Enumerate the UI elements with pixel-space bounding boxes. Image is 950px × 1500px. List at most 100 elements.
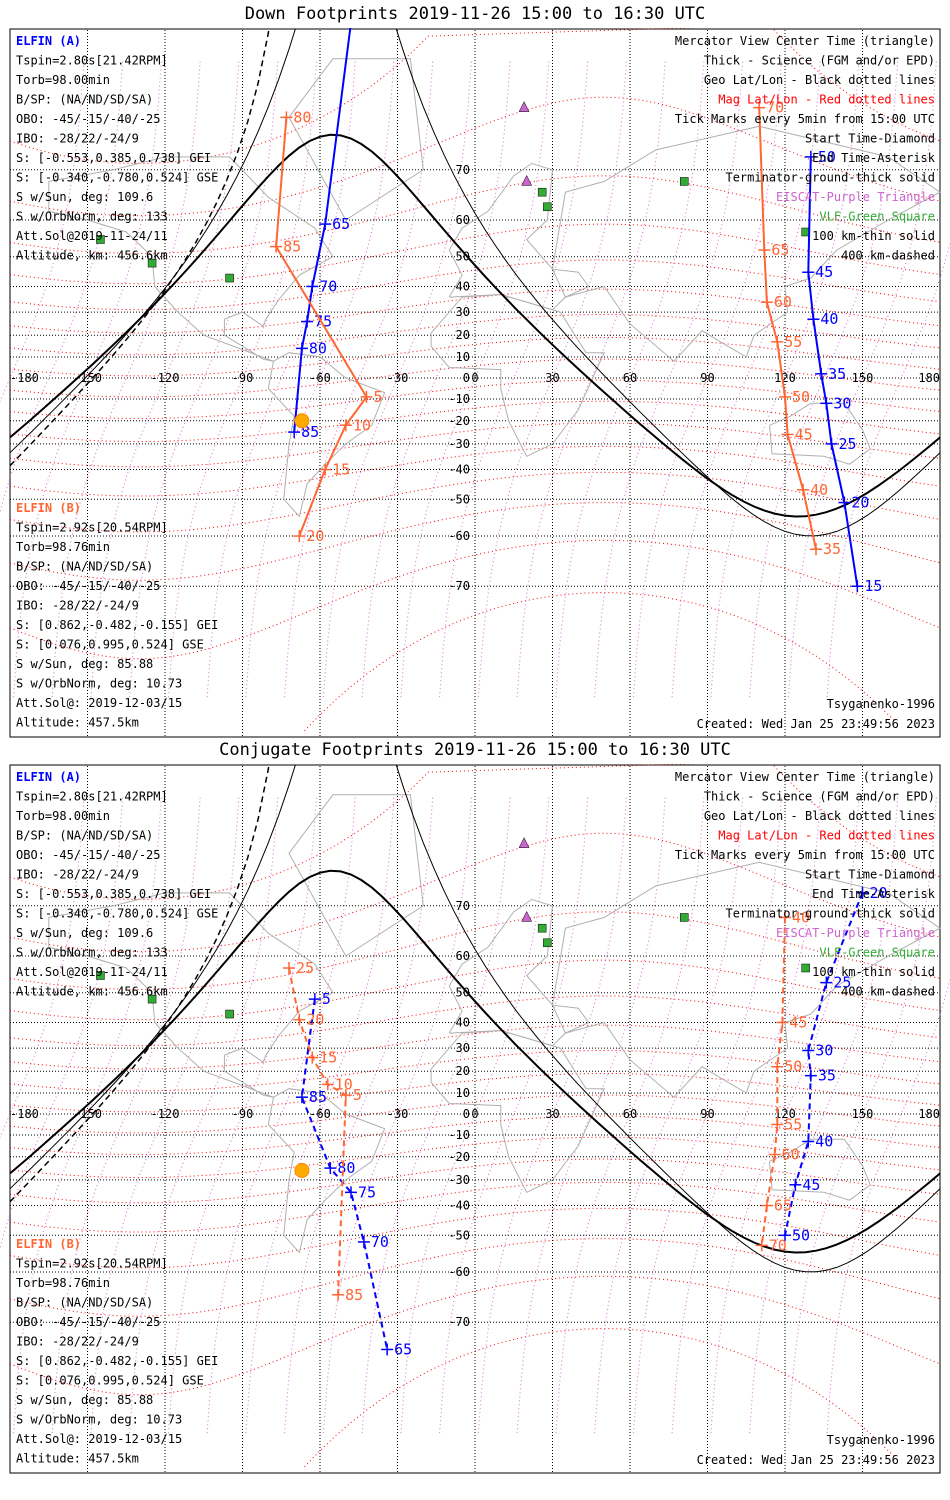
mag-lon-line bbox=[477, 794, 628, 1434]
coastline bbox=[267, 1088, 386, 1254]
legend-item: End Time-Asterisk bbox=[812, 151, 936, 165]
created-label: Created: Wed Jan 25 23:49:56 2023 bbox=[697, 717, 935, 731]
tick-label: 25 bbox=[839, 435, 857, 453]
lon-tick-label: 90 bbox=[700, 371, 714, 385]
lat-tick-label: 10 bbox=[456, 1086, 470, 1100]
lat-tick-label: -70 bbox=[448, 579, 470, 593]
lon-tick-label: 180 bbox=[918, 1107, 940, 1121]
legend-item: 400 km-dashed bbox=[841, 249, 935, 263]
tick-label: 50 bbox=[792, 1226, 810, 1244]
legend-item: Mercator View Center Time (triangle) bbox=[675, 770, 935, 784]
tick-label: 60 bbox=[782, 1146, 800, 1164]
elfin-a-info-line: OBO: -45/-15/-40/-25 bbox=[16, 112, 161, 126]
tick-label: 20 bbox=[870, 884, 888, 902]
mag-lon-line bbox=[632, 58, 783, 698]
mag-lon-line bbox=[439, 794, 589, 1434]
mag-lon-line bbox=[245, 794, 395, 1434]
sun-marker bbox=[294, 413, 310, 429]
mag-lon-line bbox=[632, 794, 783, 1434]
mag-lon-line bbox=[12, 58, 163, 698]
lat-tick-label: 70 bbox=[456, 163, 470, 177]
coastline bbox=[551, 125, 941, 362]
lat-tick-label: 0 bbox=[463, 1107, 470, 1121]
tick-label: 50 bbox=[818, 148, 836, 166]
mag-lon-line bbox=[477, 58, 628, 698]
lat-tick-label: 40 bbox=[456, 1015, 470, 1029]
legend-item: VLF-Green Square bbox=[819, 946, 935, 960]
tick-label: 35 bbox=[818, 1067, 836, 1085]
vlf-square bbox=[680, 913, 689, 922]
legend-item: Tick Marks every 5min from 15:00 UTC bbox=[675, 848, 935, 862]
sun-marker bbox=[294, 1162, 310, 1178]
elfin-b-info-line: Torb=98.76min bbox=[16, 540, 110, 554]
mag-lon-line bbox=[555, 58, 705, 698]
elfin-b-info-line: IBO: -28/22/-24/9 bbox=[16, 1335, 139, 1349]
tick-label: 50 bbox=[784, 1058, 802, 1076]
elfin-a-info-line: Altitude, km: 456.6km bbox=[16, 249, 168, 263]
mag-lon-line bbox=[671, 58, 821, 698]
elfin-b-info-line: S w/OrbNorm, deg: 10.73 bbox=[16, 1413, 182, 1427]
lon-tick-label: -180 bbox=[10, 371, 39, 385]
elfin-a-info-line: S w/Sun, deg: 109.6 bbox=[16, 190, 153, 204]
vlf-square bbox=[543, 938, 552, 948]
mag-lon-line bbox=[361, 58, 511, 698]
legend-item: Tick Marks every 5min from 15:00 UTC bbox=[675, 112, 935, 126]
elfin-a-info-line: Altitude, km: 456.6km bbox=[16, 985, 168, 999]
mag-lon-line bbox=[594, 58, 744, 698]
eiscat-triangle bbox=[521, 910, 533, 922]
lon-tick-label: -120 bbox=[151, 1107, 180, 1121]
lon-tick-label: 150 bbox=[852, 1107, 874, 1121]
mag-lon-line bbox=[671, 794, 821, 1434]
elfin-a-info-line: Att.Sol@2019-11-24/11 bbox=[16, 229, 168, 243]
mag-lon-line bbox=[90, 794, 240, 1434]
lon-tick-label: 60 bbox=[623, 371, 637, 385]
tick-label: 35 bbox=[823, 540, 841, 558]
created-label: Created: Wed Jan 25 23:49:56 2023 bbox=[697, 1453, 935, 1467]
eiscat-triangle bbox=[518, 837, 530, 848]
legend-item: Terminator-ground-thick solid bbox=[725, 171, 935, 185]
elfin-a-info-line: B/SP: (NA/ND/SD/SA) bbox=[16, 93, 153, 107]
tick-label: 45 bbox=[815, 263, 833, 281]
legend-item: 100 km-thin solid bbox=[812, 965, 935, 979]
mag-lon-line bbox=[400, 794, 550, 1434]
mag-lon-line bbox=[710, 58, 860, 698]
mag-lon-line bbox=[51, 794, 201, 1434]
lat-tick-label: -10 bbox=[448, 1128, 470, 1142]
lat-tick-label: -30 bbox=[448, 1173, 470, 1187]
mag-lon-line bbox=[206, 794, 356, 1434]
elfin-b-track-right bbox=[758, 107, 817, 550]
legend-item: Mag Lat/Lon - Red dotted lines bbox=[718, 93, 935, 107]
elfin-a-info-line: Torb=98.00min bbox=[16, 809, 110, 823]
tick-label: 70 bbox=[766, 99, 784, 117]
elfin-b-track-left bbox=[275, 117, 368, 537]
terminator-100km bbox=[10, 765, 940, 1273]
lon-tick-label: 180 bbox=[918, 371, 940, 385]
elfin-b-track-left bbox=[288, 967, 347, 1295]
lat-tick-label: 60 bbox=[456, 213, 470, 227]
mag-lon-line bbox=[129, 58, 279, 698]
lat-tick-label: 60 bbox=[456, 949, 470, 963]
coastline bbox=[430, 1029, 605, 1193]
tick-label: 80 bbox=[293, 108, 311, 126]
mag-lon-line bbox=[787, 58, 938, 698]
mag-lat-line bbox=[9, 175, 941, 254]
mag-lon-line bbox=[439, 58, 589, 698]
elfin-b-info-line: S w/OrbNorm, deg: 10.73 bbox=[16, 677, 182, 691]
vlf-square bbox=[96, 971, 105, 980]
coastline bbox=[430, 293, 605, 457]
vlf-square bbox=[96, 235, 105, 244]
mag-lat-line bbox=[9, 96, 941, 217]
lat-tick-label: 50 bbox=[456, 250, 470, 264]
tick-label: 85 bbox=[309, 1088, 327, 1106]
lat-tick-label: 0 bbox=[463, 371, 470, 385]
legend-item: EISCAT-Purple Triangle bbox=[776, 926, 935, 940]
tick-label: 15 bbox=[332, 461, 350, 479]
elfin-a-header: ELFIN (A) bbox=[16, 34, 81, 48]
geo-grid bbox=[10, 766, 940, 1472]
elfin-a-info-line: S: [-0.553,0.385,0.738] GEI bbox=[16, 887, 211, 901]
tick-label: 70 bbox=[371, 1233, 389, 1251]
elfin-b-info-line: OBO: -45/-15/-40/-25 bbox=[16, 1315, 161, 1329]
elfin-b-info-line: B/SP: (NA/ND/SD/SA) bbox=[16, 1296, 153, 1310]
elfin-a-info-line: B/SP: (NA/ND/SD/SA) bbox=[16, 829, 153, 843]
mag-lat-line bbox=[9, 259, 941, 311]
